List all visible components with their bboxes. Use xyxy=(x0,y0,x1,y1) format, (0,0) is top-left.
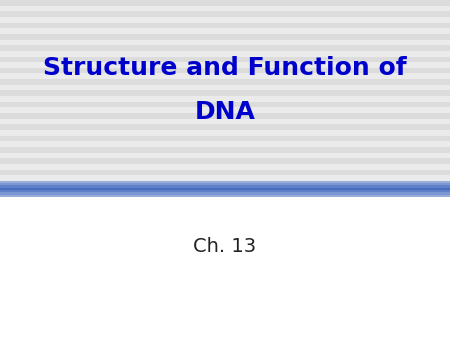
Text: DNA: DNA xyxy=(194,100,256,124)
Bar xyxy=(0,28,450,34)
Bar xyxy=(0,45,450,51)
Bar xyxy=(0,152,450,158)
Bar xyxy=(0,17,450,23)
Bar xyxy=(0,102,450,107)
Bar xyxy=(0,96,450,102)
Bar xyxy=(0,40,450,45)
Bar xyxy=(0,119,450,124)
Bar xyxy=(0,181,450,183)
Bar xyxy=(0,0,450,6)
Bar xyxy=(0,136,450,141)
Bar xyxy=(0,197,450,338)
Bar xyxy=(0,56,450,62)
Bar xyxy=(0,158,450,164)
Bar xyxy=(0,141,450,147)
Bar xyxy=(0,79,450,85)
Bar xyxy=(0,188,450,190)
Bar xyxy=(0,113,450,119)
Bar xyxy=(0,195,450,197)
Bar xyxy=(0,6,450,11)
Bar xyxy=(0,107,450,113)
Bar xyxy=(0,90,450,96)
Bar xyxy=(0,73,450,79)
Text: Structure and Function of: Structure and Function of xyxy=(43,56,407,80)
Bar xyxy=(0,190,450,192)
Bar xyxy=(0,23,450,28)
Bar xyxy=(0,130,450,136)
Bar xyxy=(0,34,450,40)
Bar xyxy=(0,186,450,188)
Text: Ch. 13: Ch. 13 xyxy=(194,237,256,256)
Bar xyxy=(0,175,450,181)
Bar xyxy=(0,124,450,130)
Bar xyxy=(0,51,450,56)
Bar xyxy=(0,11,450,17)
Bar xyxy=(0,147,450,152)
Bar xyxy=(0,164,450,170)
Bar xyxy=(0,85,450,91)
Bar xyxy=(0,183,450,186)
Bar xyxy=(0,62,450,68)
Bar xyxy=(0,170,450,175)
Bar xyxy=(0,192,450,195)
Bar xyxy=(0,68,450,73)
